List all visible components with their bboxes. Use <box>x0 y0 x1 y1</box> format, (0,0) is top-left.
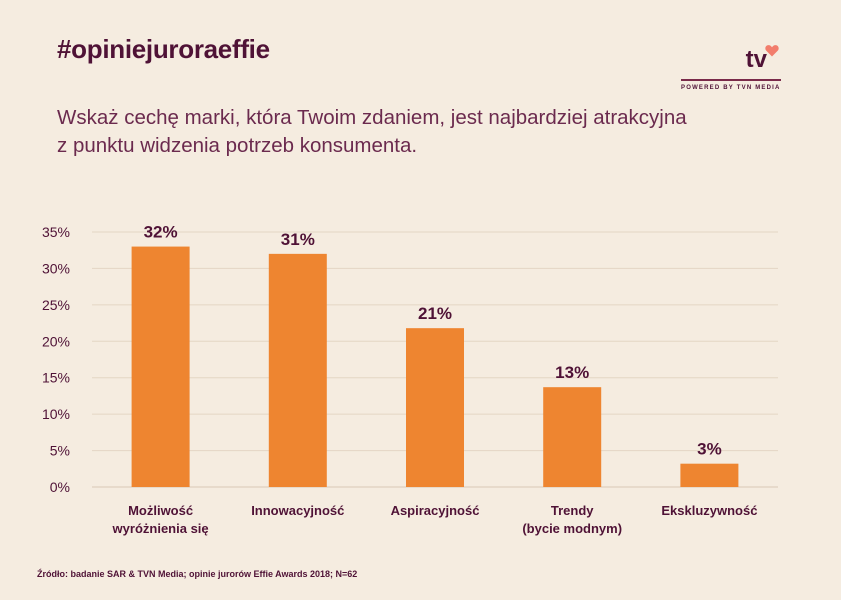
heart-icon <box>765 45 779 57</box>
bar <box>131 246 190 487</box>
y-tick-label: 30% <box>42 260 70 276</box>
bar <box>680 463 739 487</box>
data-label: 3% <box>697 440 722 459</box>
y-tick-label: 15% <box>42 370 70 386</box>
bar <box>543 387 602 487</box>
bar <box>268 253 327 487</box>
logo-powered-text: POWERED BY TVN MEDIA <box>681 85 781 91</box>
category-label: Trendy <box>551 503 594 518</box>
tv-logo: tv POWERED BY TVN MEDIA <box>681 42 781 96</box>
source-note: Źródło: badanie SAR & TVN Media; opinie … <box>37 569 358 579</box>
y-tick-label: 0% <box>50 479 70 495</box>
category-label: Możliwość <box>128 503 193 518</box>
y-tick-label: 5% <box>50 443 70 459</box>
y-tick-label: 20% <box>42 333 70 349</box>
y-tick-label: 25% <box>42 297 70 313</box>
hashtag-title: #opiniejuroraeffie <box>57 34 270 64</box>
category-label: Aspiracyjność <box>391 503 480 518</box>
category-label: Innowacyjność <box>251 503 344 518</box>
category-label: wyróżnienia się <box>112 521 209 536</box>
data-label: 21% <box>418 304 452 323</box>
y-tick-label: 35% <box>42 224 70 240</box>
data-label: 32% <box>144 223 178 242</box>
bar <box>406 328 464 487</box>
category-label: Ekskluzywność <box>661 503 757 518</box>
data-label: 13% <box>555 363 589 382</box>
survey-question: Wskaż cechę marki, która Twoim zdaniem, … <box>57 106 687 157</box>
y-tick-label: 10% <box>42 406 70 422</box>
data-label: 31% <box>281 230 315 249</box>
logo-text: tv <box>745 46 767 73</box>
category-label: (bycie modnym) <box>522 521 622 536</box>
logo-divider <box>681 79 781 81</box>
